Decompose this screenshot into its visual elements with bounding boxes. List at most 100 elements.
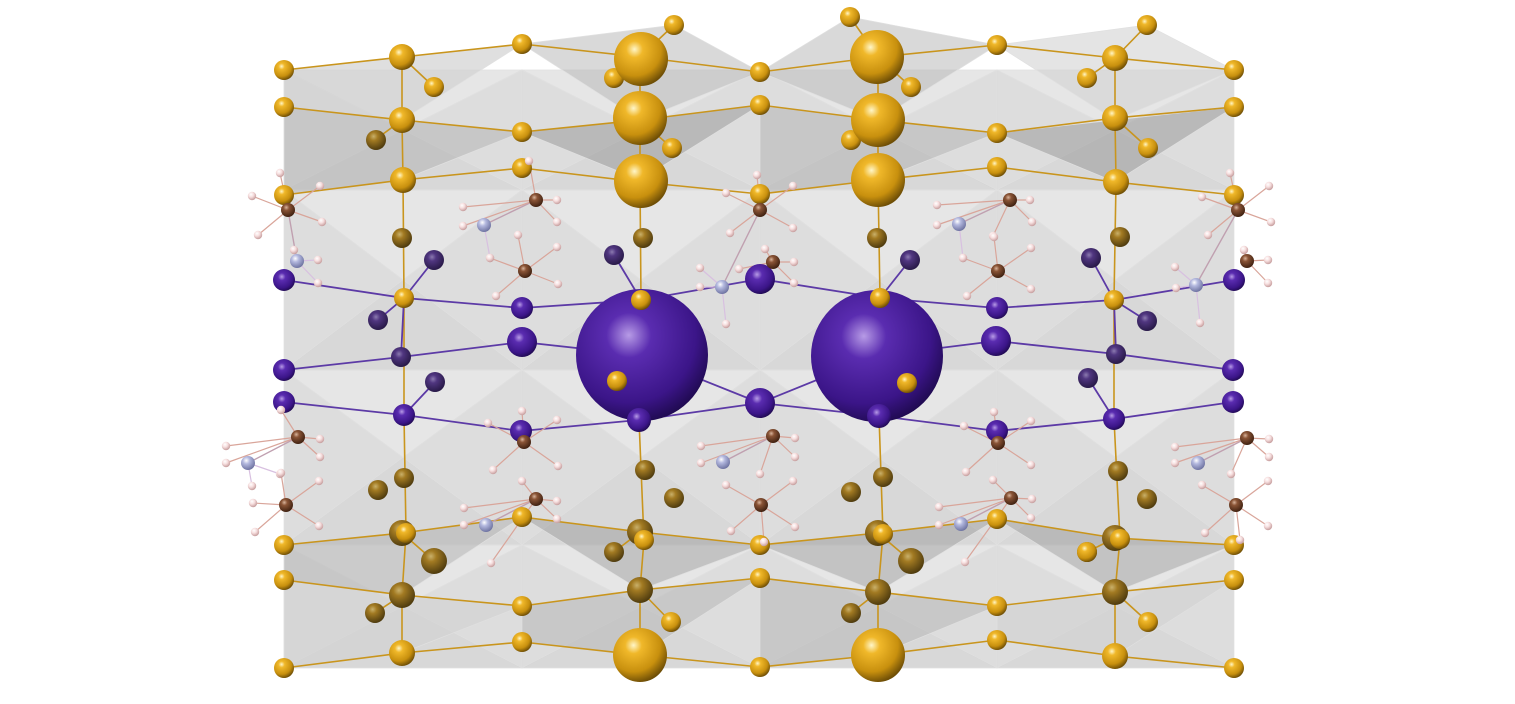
c-h-bond: [700, 435, 774, 447]
iodine-atom-back: [1078, 368, 1098, 388]
hydrogen-atom: [789, 257, 799, 267]
hydrogen-atom: [934, 502, 944, 512]
hydrogen-atom: [1263, 255, 1273, 265]
gold-atom-back: [1110, 227, 1130, 247]
au-au-bond: [283, 532, 403, 546]
c-n-bond: [721, 209, 761, 288]
hydrogen-atom: [1225, 168, 1235, 178]
hydrogen-atom: [247, 481, 257, 491]
gold-atom-back: [633, 228, 653, 248]
hydrogen-atom: [1263, 476, 1273, 486]
carbon-atom: [291, 430, 305, 444]
gold-atom: [607, 371, 627, 391]
carbon-atom: [766, 429, 780, 443]
au-au-bond: [996, 117, 1116, 134]
nitrogen-atom: [1189, 278, 1203, 292]
au-au-bond: [1114, 106, 1235, 119]
gold-atom-back: [1102, 579, 1128, 605]
gold-atom: [512, 122, 532, 142]
gold-atom-large: [614, 154, 668, 208]
gold-atom-back: [1108, 461, 1128, 481]
hydrogen-atom: [721, 480, 731, 490]
iodine-atom-back: [1137, 311, 1157, 331]
hydrogen-atom: [989, 407, 999, 417]
au-au-bond: [759, 577, 879, 593]
hydrogen-atom: [552, 514, 562, 524]
hydrogen-atom: [221, 458, 231, 468]
gold-atom: [424, 77, 444, 97]
hydrogen-atom: [313, 278, 323, 288]
carbon-atom: [279, 498, 293, 512]
iodine-atom: [1222, 391, 1244, 413]
iodine-atom: [627, 408, 651, 432]
gold-atom: [394, 288, 414, 308]
au-au-bond: [521, 589, 641, 607]
hydrogen-atom: [789, 278, 799, 288]
au-i-bond: [403, 297, 523, 309]
hydrogen-atom: [759, 537, 769, 547]
gold-atom: [1224, 185, 1244, 205]
hydrogen-atom: [488, 465, 498, 475]
hydrogen-atom: [517, 406, 527, 416]
carbon-atom: [517, 435, 531, 449]
gold-atom-back: [841, 603, 861, 623]
gold-atom: [1224, 60, 1244, 80]
hydrogen-atom: [1170, 458, 1180, 468]
hydrogen-atom: [1266, 217, 1276, 227]
gold-atom: [987, 123, 1007, 143]
nitrogen-atom: [479, 518, 493, 532]
hydrogen-atom: [934, 520, 944, 530]
hydrogen-atom: [959, 421, 969, 431]
gold-atom: [634, 530, 654, 550]
gold-atom-back: [867, 228, 887, 248]
nitrogen-atom: [952, 217, 966, 231]
hydrogen-atom: [725, 228, 735, 238]
iodine-atom: [507, 327, 537, 357]
gold-atom: [1224, 97, 1244, 117]
hydrogen-atom: [790, 433, 800, 443]
gold-atom: [1110, 529, 1130, 549]
gold-atom-back: [898, 548, 924, 574]
carbon-atom: [1240, 431, 1254, 445]
hydrogen-atom: [1263, 521, 1273, 531]
c-h-bond: [938, 497, 1012, 508]
gold-atom: [1137, 15, 1157, 35]
au-i-bond: [283, 356, 402, 371]
nitrogen-atom: [477, 218, 491, 232]
gold-atom: [274, 60, 294, 80]
hydrogen-atom: [513, 230, 523, 240]
c-h-bond: [463, 498, 537, 509]
gold-atom: [1102, 45, 1128, 71]
hydrogen-atom: [695, 263, 705, 273]
gold-atom: [750, 657, 770, 677]
au-i-bond: [878, 415, 998, 432]
gold-atom-back: [873, 467, 893, 487]
gold-atom-large: [614, 32, 668, 86]
gold-atom: [750, 62, 770, 82]
iodine-atom: [1222, 359, 1244, 381]
hydrogen-atom: [485, 253, 495, 263]
au-au-bond: [996, 44, 1116, 59]
gold-atom: [274, 535, 294, 555]
c-n-bond: [1197, 437, 1248, 464]
c-h-bond: [936, 199, 1011, 206]
iodine-atom: [511, 297, 533, 319]
carbon-atom: [1003, 193, 1017, 207]
hydrogen-atom: [553, 461, 563, 471]
au-i-bond: [995, 340, 1117, 355]
gold-atom: [274, 570, 294, 590]
hydrogen-atom: [458, 202, 468, 212]
hydrogen-atom: [1226, 469, 1236, 479]
hydrogen-atom: [1235, 535, 1245, 545]
carbon-atom: [1231, 203, 1245, 217]
hydrogen-atom: [721, 319, 731, 329]
iodine-atom: [1103, 408, 1125, 430]
iodine-atom-large: [811, 290, 943, 422]
gold-atom: [1102, 105, 1128, 131]
iodine-atom-back: [391, 347, 411, 367]
carbon-atom: [1240, 254, 1254, 268]
hydrogen-atom: [752, 170, 762, 180]
gold-atom: [750, 535, 770, 555]
gold-atom: [987, 35, 1007, 55]
